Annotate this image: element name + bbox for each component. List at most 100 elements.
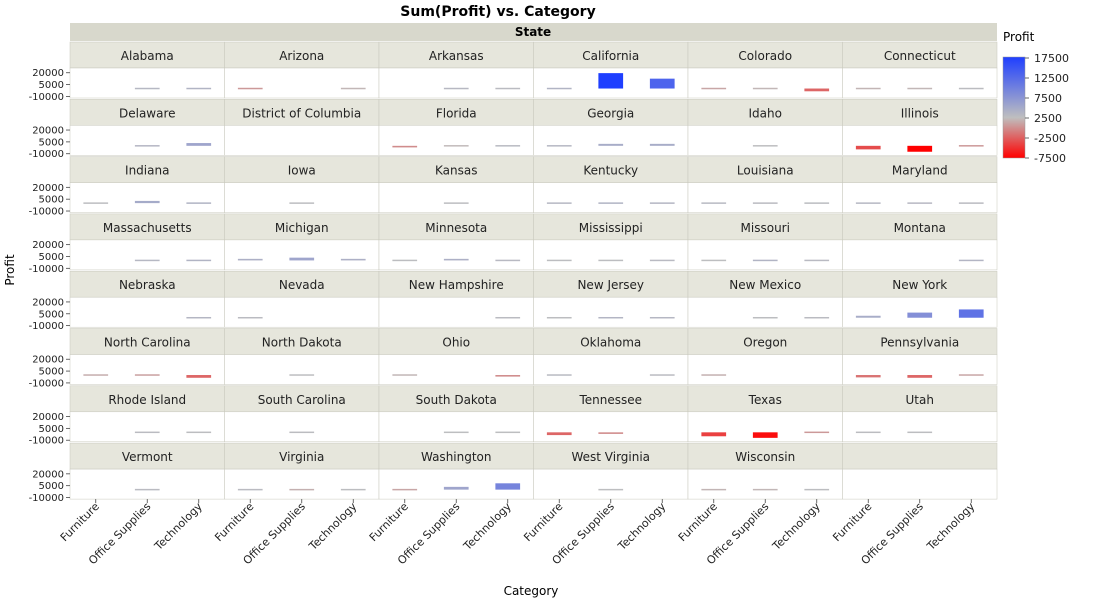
profit-bar xyxy=(186,431,212,434)
panel-header xyxy=(533,270,689,298)
profit-bar xyxy=(649,202,675,204)
profit-bar xyxy=(752,488,778,491)
profit-bar xyxy=(752,202,778,204)
state-panel: Minnesota xyxy=(378,213,534,271)
panel-header xyxy=(69,270,225,298)
panel-plot-area xyxy=(224,125,380,156)
state-panel: Iowa xyxy=(224,156,380,213)
panel-plot-area xyxy=(533,182,689,213)
y-tick-label: 20000 xyxy=(32,126,64,137)
legend-tick-label: 2500 xyxy=(1034,112,1062,125)
y-tick-label: -10000 xyxy=(29,207,64,218)
y-tick-label: 20000 xyxy=(32,183,64,194)
panel-header xyxy=(842,442,998,470)
panel-state-label: Nevada xyxy=(279,278,325,292)
profit-bar xyxy=(752,432,778,438)
state-panel: New Mexico xyxy=(687,270,843,328)
state-panel: Connecticut xyxy=(842,41,998,99)
panel-plot-area xyxy=(687,67,843,99)
profit-bar xyxy=(289,374,315,376)
panel-plot-area xyxy=(69,182,225,213)
profit-bar xyxy=(649,143,675,146)
x-tick-label: Furniture xyxy=(521,500,565,544)
color-legend: Profit 17500 12500 7500 2500 -2500 -7500 xyxy=(1002,30,1069,165)
profit-bar xyxy=(907,202,933,204)
panel-state-label: Mississippi xyxy=(579,221,643,235)
legend-color-bar xyxy=(1002,56,1026,159)
profit-bar xyxy=(134,87,160,90)
profit-bar xyxy=(443,486,469,490)
profit-bar xyxy=(907,312,933,318)
profit-bar xyxy=(289,488,315,491)
state-panel: Virginia xyxy=(224,442,380,500)
panel-state-label: North Carolina xyxy=(104,336,191,350)
panel-header xyxy=(533,99,689,126)
y-tick-label: 5000 xyxy=(39,80,64,91)
panel-state-label: Utah xyxy=(906,393,934,407)
profit-bar xyxy=(495,145,521,147)
panel-header xyxy=(69,156,225,183)
panel-state-label: Oklahoma xyxy=(580,336,641,350)
profit-bar xyxy=(186,143,212,146)
panel-plot-area xyxy=(842,239,998,271)
panel-plot-area xyxy=(378,411,534,443)
profit-bar xyxy=(907,375,933,378)
panel-header xyxy=(687,442,843,470)
y-tick-label: 5000 xyxy=(39,252,64,263)
panel-state-label: Vermont xyxy=(122,450,173,464)
state-panel: Florida xyxy=(378,99,534,156)
state-panel: Colorado xyxy=(687,41,843,99)
state-panel: Missouri xyxy=(687,213,843,271)
state-panel: Ohio xyxy=(378,328,534,385)
panel-state-label: Texas xyxy=(748,393,782,407)
panel-state-label: Louisiana xyxy=(737,164,794,178)
x-tick-label: Technology xyxy=(460,500,514,554)
panel-header xyxy=(842,270,998,298)
panel-header xyxy=(533,213,689,241)
panel-header xyxy=(224,156,380,183)
profit-bar xyxy=(598,73,624,89)
y-tick-label: -10000 xyxy=(29,436,64,447)
y-tick-label: -10000 xyxy=(29,92,64,103)
profit-bar xyxy=(134,145,160,147)
state-header-label: State xyxy=(515,25,551,39)
profit-bar xyxy=(958,145,984,147)
state-panel: California xyxy=(533,41,689,99)
profit-bar xyxy=(546,432,572,436)
profit-bar xyxy=(907,87,933,90)
profit-bar xyxy=(392,145,418,148)
panel-state-label: Indiana xyxy=(125,164,169,178)
panel-header xyxy=(687,270,843,298)
profit-bar xyxy=(237,316,263,319)
profit-bar xyxy=(546,145,572,147)
panel-state-label: New Mexico xyxy=(729,278,801,292)
y-tick-label: 5000 xyxy=(39,195,64,206)
state-panel: Pennsylvania xyxy=(842,328,998,385)
x-tick-label: Furniture xyxy=(676,500,720,544)
profit-bar xyxy=(392,374,418,376)
panel-plot-area xyxy=(687,354,843,385)
panel-state-label: Kentucky xyxy=(583,164,638,178)
profit-bar xyxy=(186,259,212,262)
panel-state-label: Missouri xyxy=(741,221,790,235)
panel-plot-area xyxy=(69,67,225,99)
profit-bar xyxy=(701,87,727,90)
panel-plot-area xyxy=(533,125,689,156)
profit-bar xyxy=(855,431,881,434)
panel-plot-area xyxy=(378,125,534,156)
panel-plot-area xyxy=(69,239,225,271)
profit-bar xyxy=(855,202,881,204)
legend-tick-label: 7500 xyxy=(1034,92,1062,105)
profit-bar xyxy=(443,202,469,204)
panel-plot-area xyxy=(533,468,689,500)
state-panel: Washington xyxy=(378,442,534,500)
profit-bar xyxy=(495,375,521,377)
legend-title: Profit xyxy=(1003,30,1035,44)
